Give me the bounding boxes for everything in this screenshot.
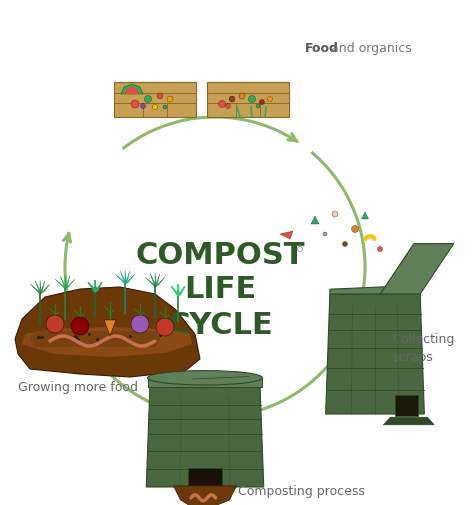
Polygon shape (95, 280, 96, 292)
Circle shape (239, 94, 245, 100)
Circle shape (131, 101, 139, 109)
Polygon shape (178, 284, 179, 296)
Circle shape (352, 226, 358, 233)
Polygon shape (145, 278, 155, 287)
Polygon shape (150, 274, 155, 287)
Polygon shape (171, 287, 178, 296)
Polygon shape (88, 283, 95, 292)
Circle shape (229, 97, 235, 103)
Polygon shape (330, 287, 385, 294)
Text: scraps: scraps (392, 351, 433, 364)
Circle shape (219, 102, 226, 108)
Polygon shape (30, 331, 160, 347)
Bar (188, 468, 222, 489)
Polygon shape (65, 276, 70, 289)
Polygon shape (120, 271, 125, 284)
Circle shape (71, 317, 89, 335)
Polygon shape (35, 281, 40, 294)
Polygon shape (326, 294, 424, 414)
Polygon shape (65, 275, 66, 289)
Circle shape (156, 318, 174, 336)
Polygon shape (65, 280, 75, 289)
Polygon shape (95, 283, 102, 292)
Polygon shape (40, 281, 45, 294)
Polygon shape (104, 320, 116, 336)
Polygon shape (15, 287, 200, 377)
Circle shape (131, 316, 149, 333)
Bar (207, 83, 289, 118)
Text: Food: Food (305, 41, 339, 55)
Polygon shape (40, 284, 50, 294)
Circle shape (46, 316, 64, 333)
Circle shape (259, 100, 264, 105)
Circle shape (343, 242, 347, 247)
Text: LIFE: LIFE (184, 275, 256, 304)
Polygon shape (155, 274, 160, 287)
Polygon shape (125, 271, 126, 284)
Circle shape (140, 105, 146, 109)
Polygon shape (280, 231, 293, 239)
Polygon shape (60, 276, 65, 289)
Circle shape (377, 247, 383, 252)
Circle shape (256, 105, 260, 109)
Polygon shape (40, 280, 41, 294)
Circle shape (145, 96, 152, 104)
Polygon shape (380, 244, 454, 294)
Circle shape (298, 247, 302, 252)
Polygon shape (362, 213, 368, 220)
Polygon shape (115, 275, 125, 284)
Polygon shape (125, 271, 130, 284)
Polygon shape (155, 278, 165, 287)
Polygon shape (146, 385, 264, 487)
Polygon shape (383, 418, 434, 425)
Circle shape (267, 97, 273, 103)
Ellipse shape (147, 371, 263, 385)
Circle shape (332, 212, 338, 218)
Circle shape (167, 97, 173, 103)
Bar (114, 83, 196, 118)
Polygon shape (173, 486, 237, 505)
Polygon shape (178, 287, 185, 296)
Circle shape (163, 106, 167, 110)
Bar (395, 395, 418, 416)
Circle shape (157, 94, 163, 100)
Circle shape (226, 105, 230, 109)
Polygon shape (124, 87, 140, 95)
Polygon shape (30, 284, 40, 294)
Text: and organics: and organics (327, 41, 412, 55)
Polygon shape (55, 280, 65, 289)
Polygon shape (121, 85, 143, 95)
Polygon shape (125, 275, 135, 284)
Circle shape (248, 96, 255, 104)
Circle shape (323, 232, 327, 236)
Text: Collecting: Collecting (392, 333, 455, 346)
Circle shape (153, 105, 157, 110)
Text: COMPOST: COMPOST (135, 240, 305, 269)
Text: CYCLE: CYCLE (167, 310, 273, 339)
Polygon shape (155, 274, 156, 287)
Polygon shape (311, 217, 319, 225)
Polygon shape (22, 327, 192, 358)
Polygon shape (147, 378, 263, 388)
Text: Composting process: Composting process (238, 484, 365, 497)
Text: Growing more food: Growing more food (18, 381, 138, 394)
